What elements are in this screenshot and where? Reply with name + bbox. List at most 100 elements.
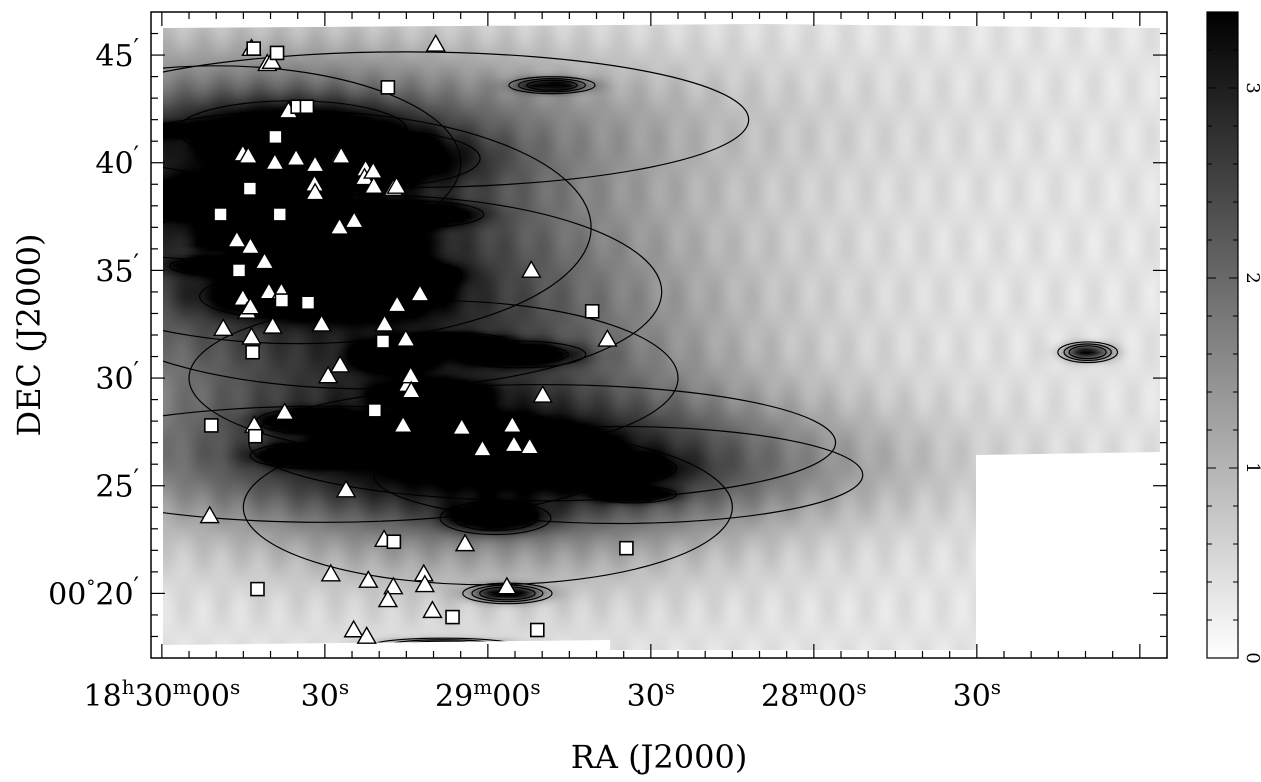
square-marker (299, 99, 315, 115)
triangle-marker (503, 434, 525, 453)
x-tick-label: 30s (953, 675, 1001, 714)
triangle-marker (356, 626, 377, 644)
y-tick-label: 45′ (95, 34, 139, 74)
y-tick-label: 25′ (95, 465, 139, 505)
y-tick-label: 40′ (95, 142, 139, 182)
triangle-marker (240, 296, 261, 315)
contour-ring (163, 176, 303, 223)
contour-ring (291, 265, 450, 319)
triangle-marker (343, 210, 365, 229)
axis-ticks (151, 12, 1167, 658)
square-marker (268, 129, 283, 145)
triangle-marker (226, 229, 248, 248)
triangle-marker (377, 589, 399, 608)
triangle-marker (395, 328, 417, 347)
colorbar-label: 2 (1242, 272, 1261, 283)
contour-ring (599, 487, 668, 502)
contour-ring (381, 207, 451, 222)
y-tick-labels: 45′ 40′ 35′ 30′ 25′ 00°20′ (48, 34, 139, 612)
contour-ring (201, 237, 324, 252)
contour-ring (288, 223, 400, 262)
triangle-marker (409, 283, 431, 302)
y-tick-label: 00°20′ (48, 572, 139, 612)
contour-ring (464, 508, 526, 528)
triangle-marker (386, 176, 407, 194)
square-marker (204, 418, 219, 433)
triangle-marker (519, 436, 540, 455)
x-axis-title: RA (J2000) (571, 738, 748, 776)
contour-ring (262, 445, 353, 467)
square-marker (274, 293, 290, 308)
triangle-marker (454, 533, 476, 552)
triangle-marker (532, 384, 553, 403)
triangle-marker (317, 365, 339, 384)
triangle-marker (414, 574, 436, 593)
triangle-marker (335, 479, 357, 498)
contour-ring (348, 200, 485, 229)
triangle-marker (311, 313, 332, 332)
triangle-marker (274, 402, 295, 420)
triangle-marker (285, 148, 307, 166)
square-marker (619, 540, 634, 556)
contour-ring (163, 65, 462, 261)
contour-ring (530, 456, 594, 468)
contour-ring (313, 272, 428, 312)
triangle-marker (472, 438, 493, 457)
contour-ring (357, 341, 430, 372)
triangle-marker (363, 176, 384, 194)
triangle-marker (264, 152, 286, 171)
triangle-marker (254, 251, 275, 270)
triangle-marker (241, 326, 262, 345)
x-tick-label: 28m00s (761, 675, 867, 714)
triangle-marker (320, 563, 342, 582)
contour-ring (279, 412, 351, 430)
contour-ring (543, 455, 655, 482)
triangle-marker (363, 160, 384, 179)
triangle-marker (199, 505, 220, 524)
y-tick-label: 30′ (95, 357, 139, 397)
contour-ring (521, 450, 678, 488)
contour-ring (249, 442, 366, 469)
contour-ring (188, 299, 679, 457)
contour-ring (396, 384, 467, 403)
triangle-marker (496, 576, 518, 595)
contour-ring (520, 454, 603, 470)
square-marker (380, 80, 396, 95)
colorbar-label: 3 (1242, 82, 1261, 93)
contour-ring (365, 344, 422, 369)
x-tick-label: 30s (301, 675, 349, 714)
triangle-marker (502, 415, 523, 433)
square-marker (445, 609, 460, 625)
contour-ring (163, 122, 268, 139)
contour-ring (226, 280, 347, 312)
square-marker (213, 207, 228, 222)
triangle-marker (240, 236, 261, 255)
x-tick-labels: 18h30m00s 30s 29m00s 30s 28m00s 30s (84, 675, 1002, 714)
square-marker (584, 304, 600, 319)
triangle-marker (330, 145, 352, 164)
contour-ring (1068, 345, 1107, 360)
square-markers (204, 41, 634, 638)
triangle-marker (386, 294, 408, 313)
square-marker (300, 295, 316, 311)
triangle-marker (521, 259, 542, 278)
triangle-marker (238, 145, 259, 164)
triangle-marker (343, 619, 364, 638)
triangle-marker (358, 570, 379, 588)
y-axis-title: DEC (J2000) (10, 234, 48, 437)
contour-ring (450, 340, 587, 369)
contour-ring (163, 194, 663, 390)
triangle-marker (451, 417, 472, 436)
triangle-marker (422, 600, 443, 619)
triangle-marker (261, 51, 282, 69)
contour-ring (163, 183, 276, 216)
contour-ring (365, 263, 450, 286)
contour-ring (163, 405, 619, 523)
contour-ring (607, 488, 660, 500)
y-tick-label: 35′ (95, 249, 139, 289)
triangle-marker (262, 315, 283, 334)
triangle-marker (392, 415, 414, 433)
contour-ring (242, 429, 733, 586)
contour-ring (352, 260, 463, 289)
